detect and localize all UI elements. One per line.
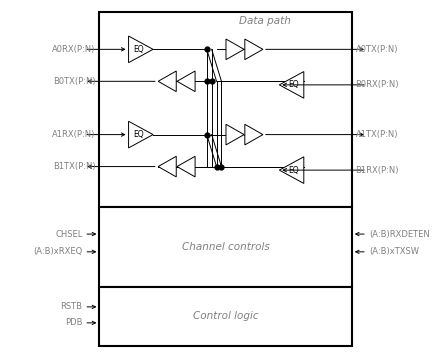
Text: B0TX(P:N): B0TX(P:N) — [53, 77, 95, 86]
Text: RSTB: RSTB — [60, 303, 83, 311]
Bar — [99, 207, 352, 287]
Text: CHSEL: CHSEL — [55, 229, 83, 238]
Polygon shape — [158, 156, 176, 177]
Text: EQ: EQ — [133, 45, 144, 54]
Polygon shape — [158, 71, 176, 92]
Text: B1RX(P:N): B1RX(P:N) — [356, 166, 399, 175]
Text: (A:B)xRXEQ: (A:B)xRXEQ — [33, 247, 83, 256]
Polygon shape — [177, 156, 195, 177]
Text: EQ: EQ — [133, 130, 144, 139]
Text: A0RX(P:N): A0RX(P:N) — [52, 45, 95, 54]
Polygon shape — [129, 121, 153, 148]
Text: Channel controls: Channel controls — [182, 242, 270, 252]
Text: EQ: EQ — [288, 166, 299, 175]
Polygon shape — [280, 157, 304, 183]
Polygon shape — [226, 124, 244, 145]
Text: PDB: PDB — [65, 318, 83, 327]
Bar — [99, 287, 352, 346]
Polygon shape — [226, 39, 244, 60]
Text: A1TX(P:N): A1TX(P:N) — [356, 130, 398, 139]
Text: (A:B)RXDETEN: (A:B)RXDETEN — [369, 229, 429, 238]
Text: A1RX(P:N): A1RX(P:N) — [52, 130, 95, 139]
Polygon shape — [177, 71, 195, 92]
Polygon shape — [245, 39, 263, 60]
Bar — [99, 12, 352, 207]
Text: Control logic: Control logic — [193, 311, 258, 321]
Polygon shape — [129, 36, 153, 63]
Text: EQ: EQ — [288, 80, 299, 90]
Text: B0RX(P:N): B0RX(P:N) — [356, 80, 399, 90]
Text: A0TX(P:N): A0TX(P:N) — [356, 45, 398, 54]
Text: B1TX(P:N): B1TX(P:N) — [53, 162, 95, 171]
Text: (A:B)xTXSW: (A:B)xTXSW — [369, 247, 419, 256]
Polygon shape — [245, 124, 263, 145]
Text: Data path: Data path — [239, 16, 291, 26]
Polygon shape — [280, 72, 304, 98]
